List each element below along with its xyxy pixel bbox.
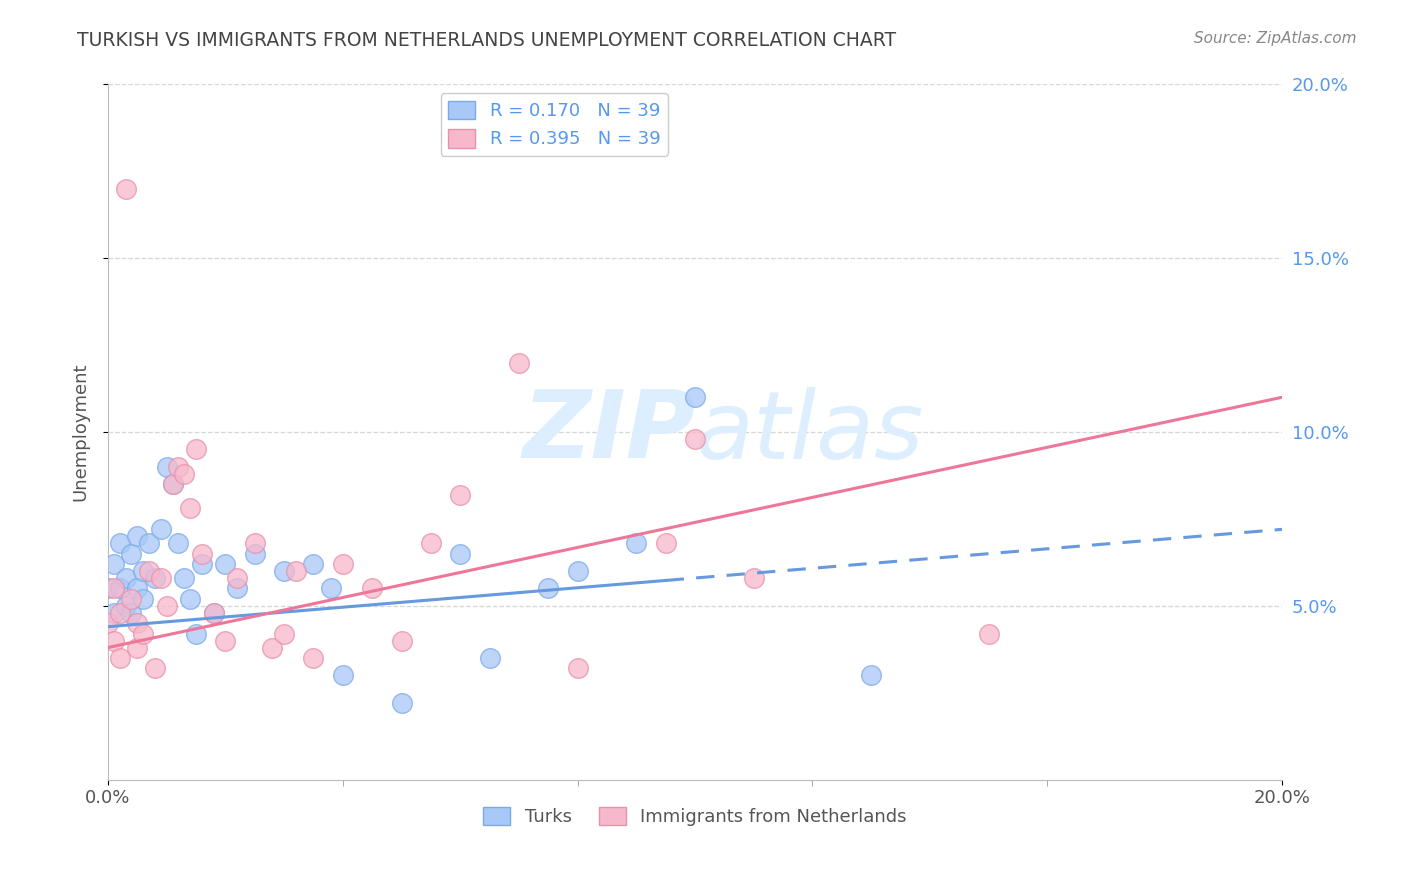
Point bbox=[683, 390, 706, 404]
Point bbox=[508, 355, 530, 369]
Text: ZIP: ZIP bbox=[522, 386, 695, 478]
Point bbox=[167, 459, 190, 474]
Point bbox=[108, 536, 131, 550]
Point bbox=[138, 564, 160, 578]
Point bbox=[173, 467, 195, 481]
Text: TURKISH VS IMMIGRANTS FROM NETHERLANDS UNEMPLOYMENT CORRELATION CHART: TURKISH VS IMMIGRANTS FROM NETHERLANDS U… bbox=[77, 31, 897, 50]
Point bbox=[626, 536, 648, 550]
Point bbox=[132, 564, 155, 578]
Point bbox=[127, 582, 149, 596]
Point bbox=[121, 606, 143, 620]
Point bbox=[162, 477, 184, 491]
Point bbox=[361, 582, 384, 596]
Point bbox=[742, 571, 765, 585]
Point bbox=[243, 536, 266, 550]
Point bbox=[226, 582, 249, 596]
Point bbox=[127, 640, 149, 655]
Point bbox=[332, 668, 354, 682]
Y-axis label: Unemployment: Unemployment bbox=[72, 363, 89, 501]
Point bbox=[121, 547, 143, 561]
Point bbox=[179, 591, 201, 606]
Point bbox=[143, 571, 166, 585]
Point bbox=[138, 536, 160, 550]
Point bbox=[567, 564, 589, 578]
Point bbox=[167, 536, 190, 550]
Point bbox=[156, 459, 179, 474]
Point bbox=[419, 536, 441, 550]
Point bbox=[262, 640, 284, 655]
Point bbox=[319, 582, 342, 596]
Point bbox=[108, 582, 131, 596]
Point bbox=[132, 591, 155, 606]
Point bbox=[156, 599, 179, 613]
Point bbox=[302, 557, 325, 571]
Point bbox=[226, 571, 249, 585]
Point bbox=[114, 182, 136, 196]
Point bbox=[683, 432, 706, 446]
Point bbox=[191, 547, 214, 561]
Point bbox=[449, 547, 471, 561]
Point bbox=[108, 606, 131, 620]
Point bbox=[302, 651, 325, 665]
Point bbox=[114, 599, 136, 613]
Text: atlas: atlas bbox=[695, 386, 924, 477]
Point bbox=[332, 557, 354, 571]
Point bbox=[179, 501, 201, 516]
Point bbox=[149, 571, 172, 585]
Point bbox=[391, 696, 413, 710]
Point bbox=[860, 668, 883, 682]
Point bbox=[127, 616, 149, 631]
Point bbox=[143, 661, 166, 675]
Point bbox=[127, 529, 149, 543]
Point bbox=[184, 626, 207, 640]
Text: Source: ZipAtlas.com: Source: ZipAtlas.com bbox=[1194, 31, 1357, 46]
Point bbox=[132, 626, 155, 640]
Point bbox=[273, 626, 295, 640]
Point bbox=[202, 606, 225, 620]
Point bbox=[567, 661, 589, 675]
Point bbox=[449, 487, 471, 501]
Point bbox=[391, 633, 413, 648]
Point bbox=[103, 557, 125, 571]
Point bbox=[103, 633, 125, 648]
Point bbox=[214, 633, 236, 648]
Point bbox=[214, 557, 236, 571]
Point bbox=[478, 651, 501, 665]
Point bbox=[97, 582, 120, 596]
Point bbox=[173, 571, 195, 585]
Point bbox=[108, 651, 131, 665]
Point bbox=[121, 591, 143, 606]
Point bbox=[103, 606, 125, 620]
Point bbox=[191, 557, 214, 571]
Legend: Turks, Immigrants from Netherlands: Turks, Immigrants from Netherlands bbox=[477, 799, 914, 833]
Point bbox=[243, 547, 266, 561]
Point bbox=[654, 536, 676, 550]
Point bbox=[273, 564, 295, 578]
Point bbox=[977, 626, 1000, 640]
Point bbox=[537, 582, 560, 596]
Point bbox=[184, 442, 207, 457]
Point bbox=[149, 522, 172, 536]
Point bbox=[202, 606, 225, 620]
Point bbox=[114, 571, 136, 585]
Point bbox=[162, 477, 184, 491]
Point bbox=[97, 616, 120, 631]
Point bbox=[103, 582, 125, 596]
Point bbox=[284, 564, 307, 578]
